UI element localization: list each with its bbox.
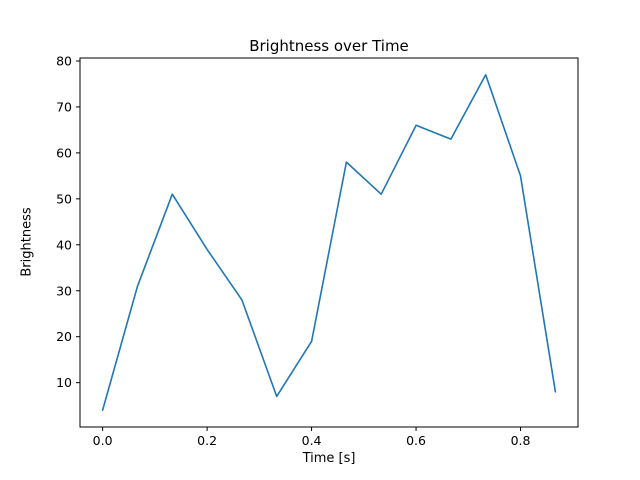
x-tick-label: 0.2 [197,433,217,448]
y-tick-label: 80 [56,53,72,68]
y-tick-label: 10 [56,375,72,390]
x-axis-label: Time [s] [302,451,356,466]
y-tick-label: 60 [56,145,72,160]
y-tick-label: 40 [56,237,72,252]
x-tick-label: 0.8 [511,433,531,448]
x-tick-label: 0.0 [93,433,113,448]
chart-title: Brightness over Time [249,37,409,55]
y-tick-label: 20 [56,329,72,344]
y-tick-label: 30 [56,283,72,298]
data-line [101,74,557,412]
y-tick-label: 70 [56,99,72,114]
y-tick-label: 50 [56,191,72,206]
x-tick-label: 0.4 [302,433,322,448]
plot-border [79,57,579,428]
x-tick-label: 0.6 [406,433,426,448]
